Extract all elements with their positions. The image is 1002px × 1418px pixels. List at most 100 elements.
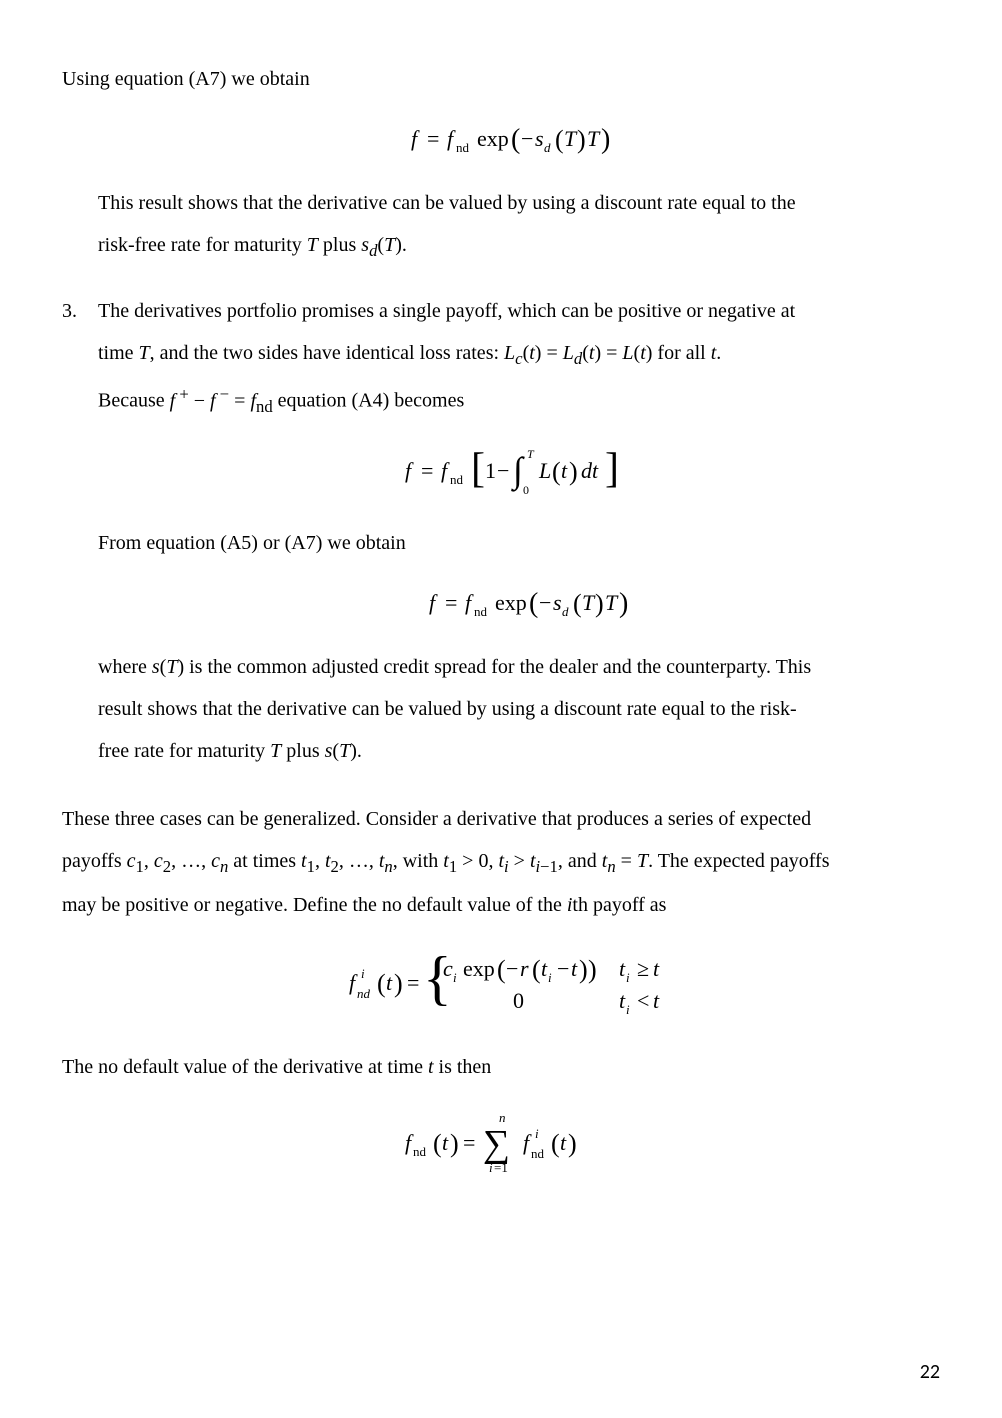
svg-text:≥: ≥ (637, 956, 649, 981)
var-Ld: Ld(t) (563, 342, 601, 364)
svg-text:): ) (568, 1129, 577, 1158)
payoffs-list: c1, c2, …, cn (127, 850, 229, 872)
svg-text:): ) (579, 955, 588, 984)
svg-text:nd: nd (357, 986, 371, 1001)
text: risk-free rate for maturity (98, 234, 307, 256)
svg-text:f: f (441, 458, 450, 483)
text: where (98, 656, 152, 678)
list-item-3: 3. The derivatives portfolio promises a … (62, 290, 940, 772)
equation-2: f = f nd [ 1 − ∫ T 0 L ( t (98, 442, 940, 500)
svg-text:t: t (571, 956, 578, 981)
svg-text:[: [ (471, 446, 485, 492)
text: may be positive or negative. Define the … (62, 894, 567, 916)
equation-3: f = f nd exp ( − s d ( T ) T ) (98, 584, 940, 626)
svg-text:s: s (553, 590, 562, 615)
svg-text:exp: exp (477, 126, 509, 151)
svg-text:=: = (407, 970, 419, 995)
text: is then (434, 1056, 492, 1078)
svg-text:): ) (577, 125, 586, 154)
text: , with (393, 850, 444, 872)
text: payoffs (62, 850, 127, 872)
equation-4: f i nd ( t ) = { c i exp ( − r ( t i − (62, 948, 940, 1024)
var-Lc: Lc(t) (504, 342, 541, 364)
svg-text:f: f (447, 126, 456, 151)
text: plus (318, 234, 361, 256)
svg-text:s: s (535, 126, 544, 151)
svg-text:nd: nd (456, 140, 470, 155)
page-number: 22 (920, 1360, 940, 1384)
svg-text:nd: nd (531, 1146, 545, 1161)
text: is the common adjusted credit spread for… (184, 656, 811, 678)
text: This result shows that the derivative ca… (98, 192, 796, 214)
var-sT2: s(T) (325, 740, 357, 762)
svg-text:=: = (445, 590, 457, 615)
svg-text:): ) (450, 1129, 459, 1158)
svg-text:t: t (386, 970, 393, 995)
var-sT: s(T) (152, 656, 184, 678)
svg-text:=: = (463, 1130, 475, 1155)
svg-text:=: = (427, 126, 439, 151)
svg-text:i: i (535, 1126, 539, 1141)
svg-text:1: 1 (485, 458, 496, 483)
svg-text:f: f (465, 590, 474, 615)
svg-text:T: T (527, 447, 535, 461)
list-number: 3. (62, 290, 98, 772)
svg-text:n: n (499, 1110, 506, 1125)
svg-text:(: ( (573, 589, 582, 618)
text: The derivatives portfolio promises a sin… (98, 300, 795, 322)
text: free rate for maturity (98, 740, 270, 762)
svg-text:<: < (637, 988, 649, 1013)
svg-text:0: 0 (523, 483, 529, 497)
svg-text:∑: ∑ (483, 1123, 510, 1165)
svg-text:−: − (521, 126, 533, 151)
relation-fpm: f + − f − = fnd (170, 390, 273, 412)
svg-text:): ) (619, 588, 628, 619)
svg-text:]: ] (605, 446, 619, 492)
paragraph-result-2: where s(T) is the common adjusted credit… (98, 646, 940, 772)
svg-text:nd: nd (413, 1144, 427, 1159)
times-list: t1, t2, …, tn (301, 850, 393, 872)
svg-text:−: − (506, 956, 518, 981)
svg-text:(: ( (497, 955, 506, 984)
svg-text:(: ( (377, 969, 386, 998)
svg-text:t: t (561, 458, 568, 483)
svg-text:(: ( (532, 955, 541, 984)
text: time (98, 342, 139, 364)
svg-text:t: t (619, 988, 626, 1013)
var-T: T (270, 740, 281, 762)
svg-text:r: r (520, 956, 529, 981)
text: These three cases can be generalized. Co… (62, 808, 811, 830)
text: Because (98, 390, 170, 412)
svg-text:f: f (411, 126, 420, 151)
page-container: Using equation (A7) we obtain f = f nd e… (0, 0, 1002, 1418)
svg-text:t: t (541, 956, 548, 981)
var-T: T (307, 234, 318, 256)
svg-text:T: T (582, 590, 596, 615)
svg-text:i: i (361, 966, 365, 981)
equation-1: f = f nd exp ( − s d ( T ) T ) (62, 120, 940, 162)
svg-text:): ) (595, 589, 604, 618)
svg-text:nd: nd (474, 604, 488, 619)
paragraph-result-1: This result shows that the derivative ca… (98, 182, 940, 268)
svg-text:): ) (601, 124, 610, 155)
text: . (357, 740, 362, 762)
svg-text:exp: exp (495, 590, 527, 615)
svg-text:exp: exp (463, 956, 495, 981)
text: , and the two sides have identical loss … (150, 342, 504, 364)
svg-text:i: i (626, 1002, 630, 1017)
svg-text:−: − (497, 458, 509, 483)
text: equation (A4) becomes (273, 390, 465, 412)
svg-text:t: t (442, 1130, 449, 1155)
paragraph-generalize: These three cases can be generalized. Co… (62, 798, 940, 926)
item3-line1: The derivatives portfolio promises a sin… (98, 290, 940, 424)
text: for all (652, 342, 710, 364)
svg-text:dt: dt (581, 458, 599, 483)
svg-text:T: T (605, 590, 619, 615)
svg-text:i: i (489, 1160, 493, 1175)
var-sdT: sd(T) (361, 234, 402, 256)
svg-text:0: 0 (513, 988, 524, 1013)
paragraph-no-default: The no default value of the derivative a… (62, 1046, 940, 1088)
svg-text:(: ( (433, 1129, 442, 1158)
svg-text:): ) (588, 955, 597, 984)
svg-text:−: − (557, 956, 569, 981)
